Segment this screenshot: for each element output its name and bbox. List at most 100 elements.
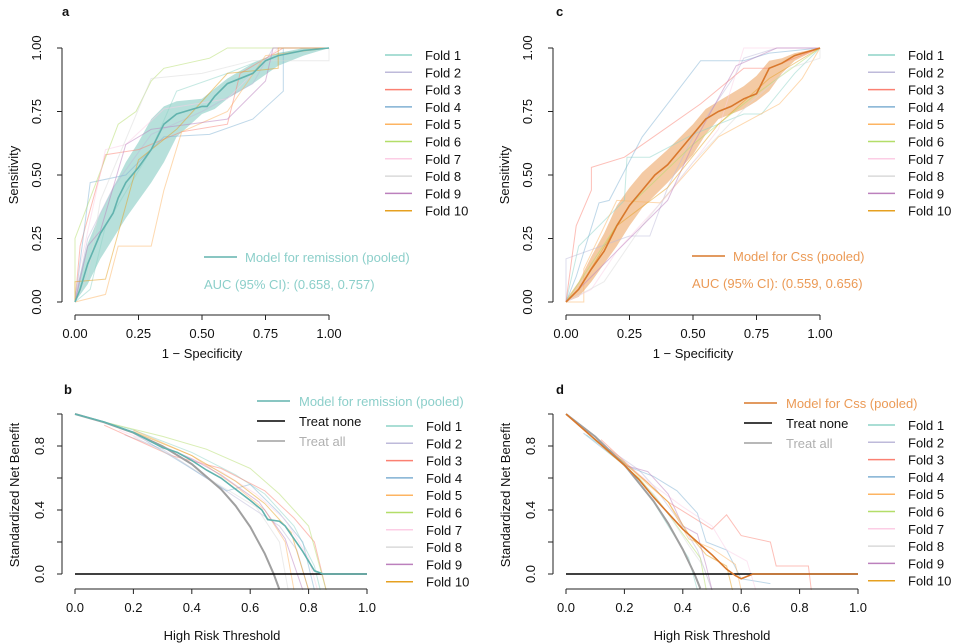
y-tick-label: 0.00 [29, 289, 44, 314]
x-tick-label: 0.2 [615, 600, 633, 615]
fold-9-curve [565, 47, 820, 303]
y-tick-label: 0.4 [523, 501, 538, 519]
legend-fold-5-label: Fold 5 [908, 487, 944, 502]
y-tick-label: 0.25 [520, 226, 535, 251]
legend-fold-1-label: Fold 1 [425, 48, 461, 63]
x-tick-label: 0.75 [744, 326, 769, 341]
legend-fold-5-label: Fold 5 [425, 117, 461, 132]
legend-treat-none-label: Treat none [299, 414, 361, 429]
legend-fold-8-label: Fold 8 [908, 539, 944, 554]
fold-6-curve [600, 445, 707, 590]
x-axis-title: 1 − Specificity [653, 346, 734, 361]
legend-fold-2-label: Fold 2 [908, 65, 944, 80]
legend-fold-6-label: Fold 6 [908, 135, 944, 150]
fold-8-curve [565, 48, 821, 303]
pooled-curve [74, 47, 330, 303]
fold-8-curve [74, 48, 330, 303]
y-tick-label: 0.25 [29, 226, 44, 251]
fold-2-curve [74, 47, 329, 303]
plot-area [74, 47, 330, 303]
x-tick-label: 0.6 [241, 600, 259, 615]
plot-area [74, 413, 367, 590]
legend-fold-8-label: Fold 8 [908, 169, 944, 184]
legend-pooled-label: Model for Css (pooled) [786, 396, 918, 411]
fold-3-curve [103, 424, 327, 590]
y-axis-title: Sensitivity [6, 145, 21, 204]
panel-label-d: d [556, 382, 564, 397]
fold-8-curve [609, 452, 713, 590]
panel-label-b: b [64, 382, 72, 397]
panel-c: 0.00 0.25 0.50 0.75 1.00 0.00 0.25 0.50 0.75 1.00… [497, 35, 951, 361]
x-tick-label: 0.0 [557, 600, 575, 615]
auc-annotation: AUC (95% CI): (0.559, 0.656) [692, 276, 863, 291]
y-tick-label: 0.8 [523, 437, 538, 455]
y-tick-label: 0.50 [520, 162, 535, 187]
x-tick-label: 0.8 [791, 600, 809, 615]
x-tick-label: 0.4 [674, 600, 692, 615]
y-tick-label: 0.00 [520, 289, 535, 314]
x-tick-label: 0.50 [189, 326, 214, 341]
pooled-curve [565, 413, 858, 580]
x-tick-label: 1.00 [316, 326, 341, 341]
fold-2-curve [565, 47, 820, 302]
legend-fold-4-label: Fold 4 [908, 470, 944, 485]
legend-fold-5-label: Fold 5 [426, 488, 462, 503]
legend-fold-1-label: Fold 1 [908, 418, 944, 433]
y-axis-title: Standardized Net Benefit [498, 422, 513, 567]
legend-fold-6-label: Fold 6 [908, 505, 944, 520]
legend-fold-10-label: Fold 10 [908, 574, 951, 589]
x-tick-label: 0.2 [124, 600, 142, 615]
legend-fold-10-label: Fold 10 [908, 204, 951, 219]
fold-6-curve [74, 47, 329, 302]
fold-7-curve [74, 47, 329, 303]
legend-fold-10-label: Fold 10 [425, 204, 468, 219]
legend-pooled-label: Model for Css (pooled) [733, 249, 865, 264]
x-tick-label: 0.6 [732, 600, 750, 615]
fold-5-curve [609, 448, 742, 590]
x-axis-title: High Risk Threshold [164, 628, 281, 643]
x-tick-label: 0.0 [66, 600, 84, 615]
legend-fold-9-label: Fold 9 [426, 557, 462, 572]
legend-fold-7-label: Fold 7 [908, 152, 944, 167]
fold-6-curve [104, 421, 327, 590]
pooled-curve [565, 47, 821, 303]
legend-fold-3-label: Fold 3 [908, 453, 944, 468]
y-tick-label: 0.4 [32, 501, 47, 519]
legend-fold-2-label: Fold 2 [425, 65, 461, 80]
legend-fold-2-label: Fold 2 [908, 435, 944, 450]
x-axis-title: High Risk Threshold [654, 628, 771, 643]
y-tick-label: 0.50 [29, 162, 44, 187]
panel-d: 0.0 0.2 0.4 0.6 0.8 1.0 0.0 0.4 0.8 High Risk Thr… [498, 396, 951, 643]
legend-treat-none-label: Treat none [786, 416, 848, 431]
fold-4-curve [133, 432, 315, 590]
x-tick-label: 1.00 [807, 326, 832, 341]
y-axis-title: Standardized Net Benefit [7, 422, 22, 567]
y-tick-label: 0.0 [32, 565, 47, 583]
plot-area [565, 47, 821, 303]
pooled-curve [74, 413, 367, 575]
panel-label-a: a [62, 4, 70, 19]
x-tick-label: 0.4 [183, 600, 201, 615]
panel-b: 0.0 0.2 0.4 0.6 0.8 1.0 0.0 0.4 0.8 High Risk Thr… [7, 394, 469, 643]
x-axis-title: 1 − Specificity [162, 346, 243, 361]
fold-4-curve [583, 432, 771, 585]
y-tick-label: 0.0 [523, 565, 538, 583]
fold-8-curve [133, 435, 289, 590]
legend-fold-4-label: Fold 4 [426, 471, 462, 486]
legend-fold-5-label: Fold 5 [908, 117, 944, 132]
legend-fold-2-label: Fold 2 [426, 436, 462, 451]
legend-pooled-label: Model for remission (pooled) [245, 250, 410, 265]
y-tick-label: 0.75 [29, 99, 44, 124]
legend-fold-6-label: Fold 6 [426, 506, 462, 521]
legend-fold-9-label: Fold 9 [908, 556, 944, 571]
legend-fold-3-label: Fold 3 [908, 83, 944, 98]
fold-7-curve [600, 445, 757, 590]
legend-fold-4-label: Fold 4 [908, 100, 944, 115]
fold-4-curve [74, 47, 329, 303]
x-tick-label: 0.00 [62, 326, 87, 341]
fold-1-curve [565, 47, 821, 303]
legend-fold-7-label: Fold 7 [426, 523, 462, 538]
legend-fold-7-label: Fold 7 [425, 152, 461, 167]
fold-10-curve [74, 47, 329, 302]
